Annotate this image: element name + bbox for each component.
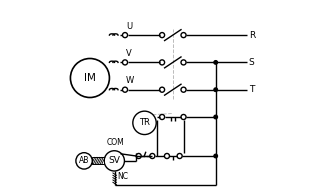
Text: T: T — [249, 85, 254, 94]
Circle shape — [214, 154, 217, 158]
Text: S: S — [249, 58, 255, 67]
Bar — [92, 157, 104, 164]
Text: V: V — [126, 49, 132, 58]
Text: NC: NC — [117, 172, 128, 181]
Circle shape — [214, 61, 217, 64]
Circle shape — [214, 115, 217, 119]
Circle shape — [214, 88, 217, 91]
Text: IM: IM — [84, 73, 96, 83]
Text: R: R — [249, 31, 255, 40]
Text: SV: SV — [108, 156, 120, 165]
Text: W: W — [126, 76, 134, 85]
Text: TR: TR — [139, 118, 150, 127]
Text: COM: COM — [106, 138, 124, 147]
Text: U: U — [126, 22, 132, 31]
Text: AB: AB — [79, 156, 89, 165]
